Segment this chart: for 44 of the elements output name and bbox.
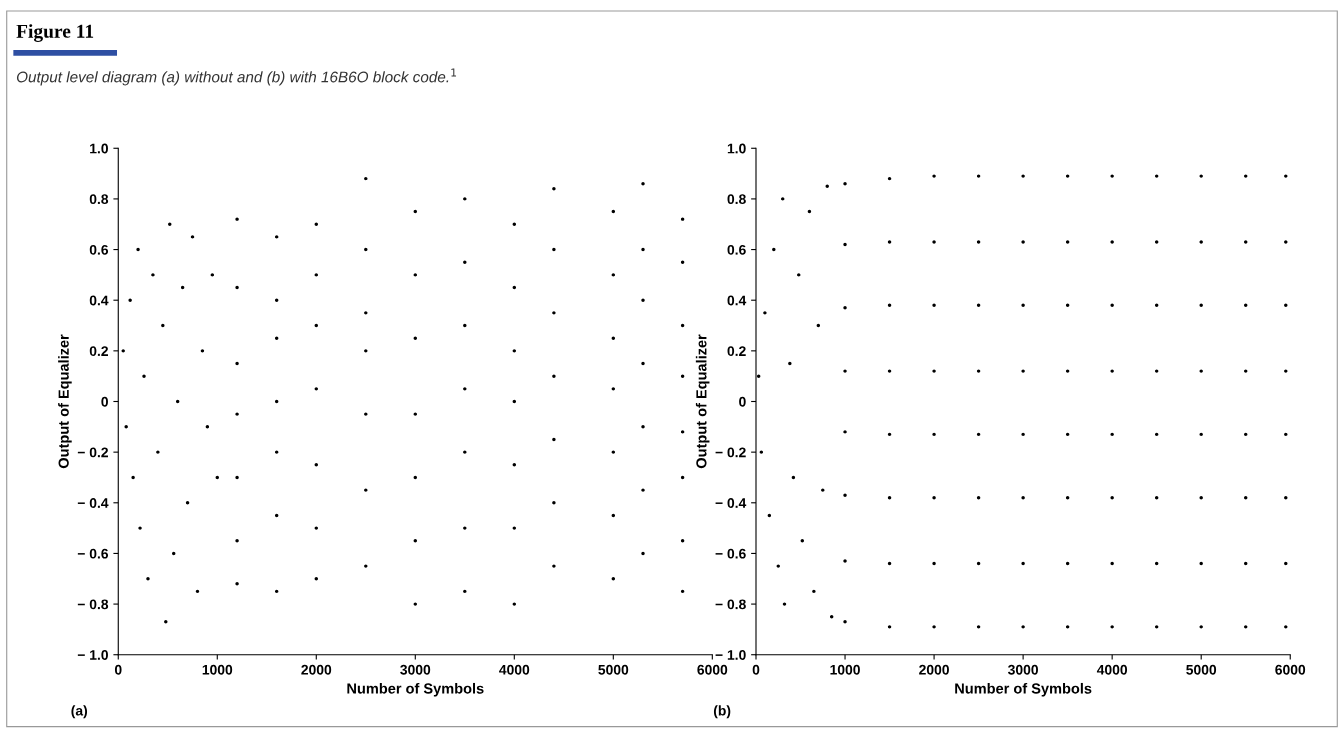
x-tick-label: 5000: [1186, 664, 1217, 675]
x-tick-label: 1000: [830, 664, 860, 675]
text: (a): [71, 705, 88, 719]
x-tick-label: 0: [752, 664, 760, 675]
x-tick-label: 3000: [1007, 664, 1038, 675]
text: (b): [713, 705, 731, 719]
x-axis-title: Number of Symbols: [955, 682, 1092, 697]
y-tick-label: − 0.4: [77, 498, 109, 508]
x-tick-label: 4000: [1096, 664, 1128, 675]
y-tick-label: − 0.4: [715, 498, 747, 508]
y-tick-label: − 0.2: [715, 447, 746, 458]
x-tick-label: 5000: [598, 664, 629, 675]
y-tick-label: 1.0: [90, 143, 108, 154]
y-tick-label: − 0.8: [77, 599, 109, 610]
y-tick-label: − 0.8: [715, 599, 746, 610]
y-tick-label: 0: [101, 396, 108, 407]
y-tick-label: − 0.6: [715, 548, 746, 559]
y-tick-label: − 1.0: [77, 650, 108, 660]
y-tick-label: − 0.2: [77, 447, 108, 458]
y-tick-label: 0: [739, 396, 746, 407]
x-tick-label: 2000: [919, 664, 949, 675]
y-tick-label: 0.8: [727, 194, 746, 205]
y-tick-label: 0.4: [727, 295, 747, 306]
y-tick-label: − 1.0: [715, 650, 746, 660]
chart-title: Figure 11: [16, 24, 94, 42]
y-tick-label: 0.6: [727, 244, 746, 255]
y-tick-label: − 0.6: [77, 548, 109, 559]
x-tick-label: 6000: [1275, 664, 1306, 675]
y-axis-title: Output of Equalizer: [58, 334, 72, 469]
y-tick-label: 0.8: [89, 194, 109, 205]
y-tick-label: 0.2: [727, 346, 746, 357]
x-tick-label: 4000: [499, 664, 530, 675]
y-tick-label: 0.4: [89, 295, 109, 306]
x-tick-label: 6000: [697, 664, 728, 675]
y-tick-label: 1.0: [727, 143, 746, 154]
x-tick-label: 0: [114, 664, 122, 675]
y-tick-label: 0.2: [89, 346, 108, 357]
x-tick-label: 3000: [400, 664, 431, 675]
x-tick-label: 2000: [301, 664, 332, 675]
y-tick-label: 0.6: [89, 244, 109, 255]
x-axis-title: Number of Symbols: [347, 682, 484, 697]
y-axis-title: Output of Equalizer: [695, 334, 710, 469]
x-tick-label: 1000: [202, 664, 233, 675]
chart-subtitle: Output level diagram (a) without and (b) with 16B6O block code.$^{1}$: [16, 68, 457, 86]
